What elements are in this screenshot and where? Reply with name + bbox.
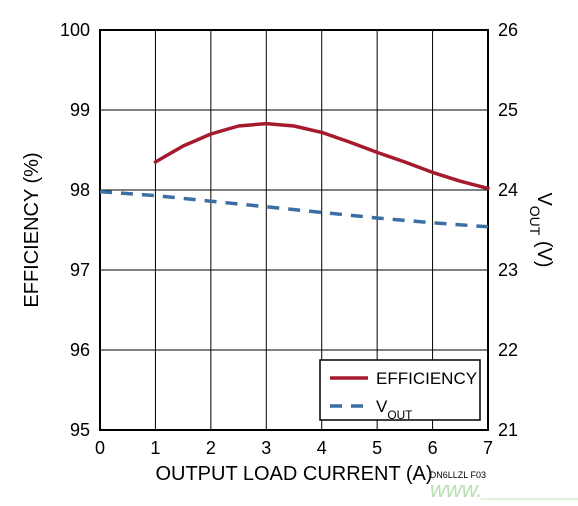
y-left-tick-label: 98 [70,180,90,200]
y-right-tick-label: 26 [498,20,518,40]
y-left-tick-label: 97 [70,260,90,280]
x-tick-label: 3 [261,438,271,458]
x-tick-label: 5 [372,438,382,458]
x-axis-label: OUTPUT LOAD CURRENT (A) [155,463,432,485]
legend-label-efficiency: EFFICIENCY [376,369,477,388]
y-left-axis-label: EFFICIENCY (%) [21,152,43,307]
y-right-tick-label: 21 [498,420,518,440]
x-tick-label: 7 [483,438,493,458]
y-left-tick-label: 96 [70,340,90,360]
x-tick-label: 2 [206,438,216,458]
watermark: www.________ics.com [430,477,578,502]
y-right-tick-label: 24 [498,180,518,200]
x-tick-label: 0 [95,438,105,458]
y-left-tick-label: 99 [70,100,90,120]
x-tick-label: 4 [317,438,327,458]
figure-id: DN6LLZL F03 [430,470,486,480]
x-tick-label: 1 [150,438,160,458]
y-left-tick-label: 100 [60,20,90,40]
y-right-tick-label: 25 [498,100,518,120]
y-left-tick-label: 95 [70,420,90,440]
y-right-tick-label: 22 [498,340,518,360]
efficiency-vout-chart: www.________ics.com012345679596979899100… [0,0,578,506]
x-tick-label: 6 [428,438,438,458]
y-right-tick-label: 23 [498,260,518,280]
